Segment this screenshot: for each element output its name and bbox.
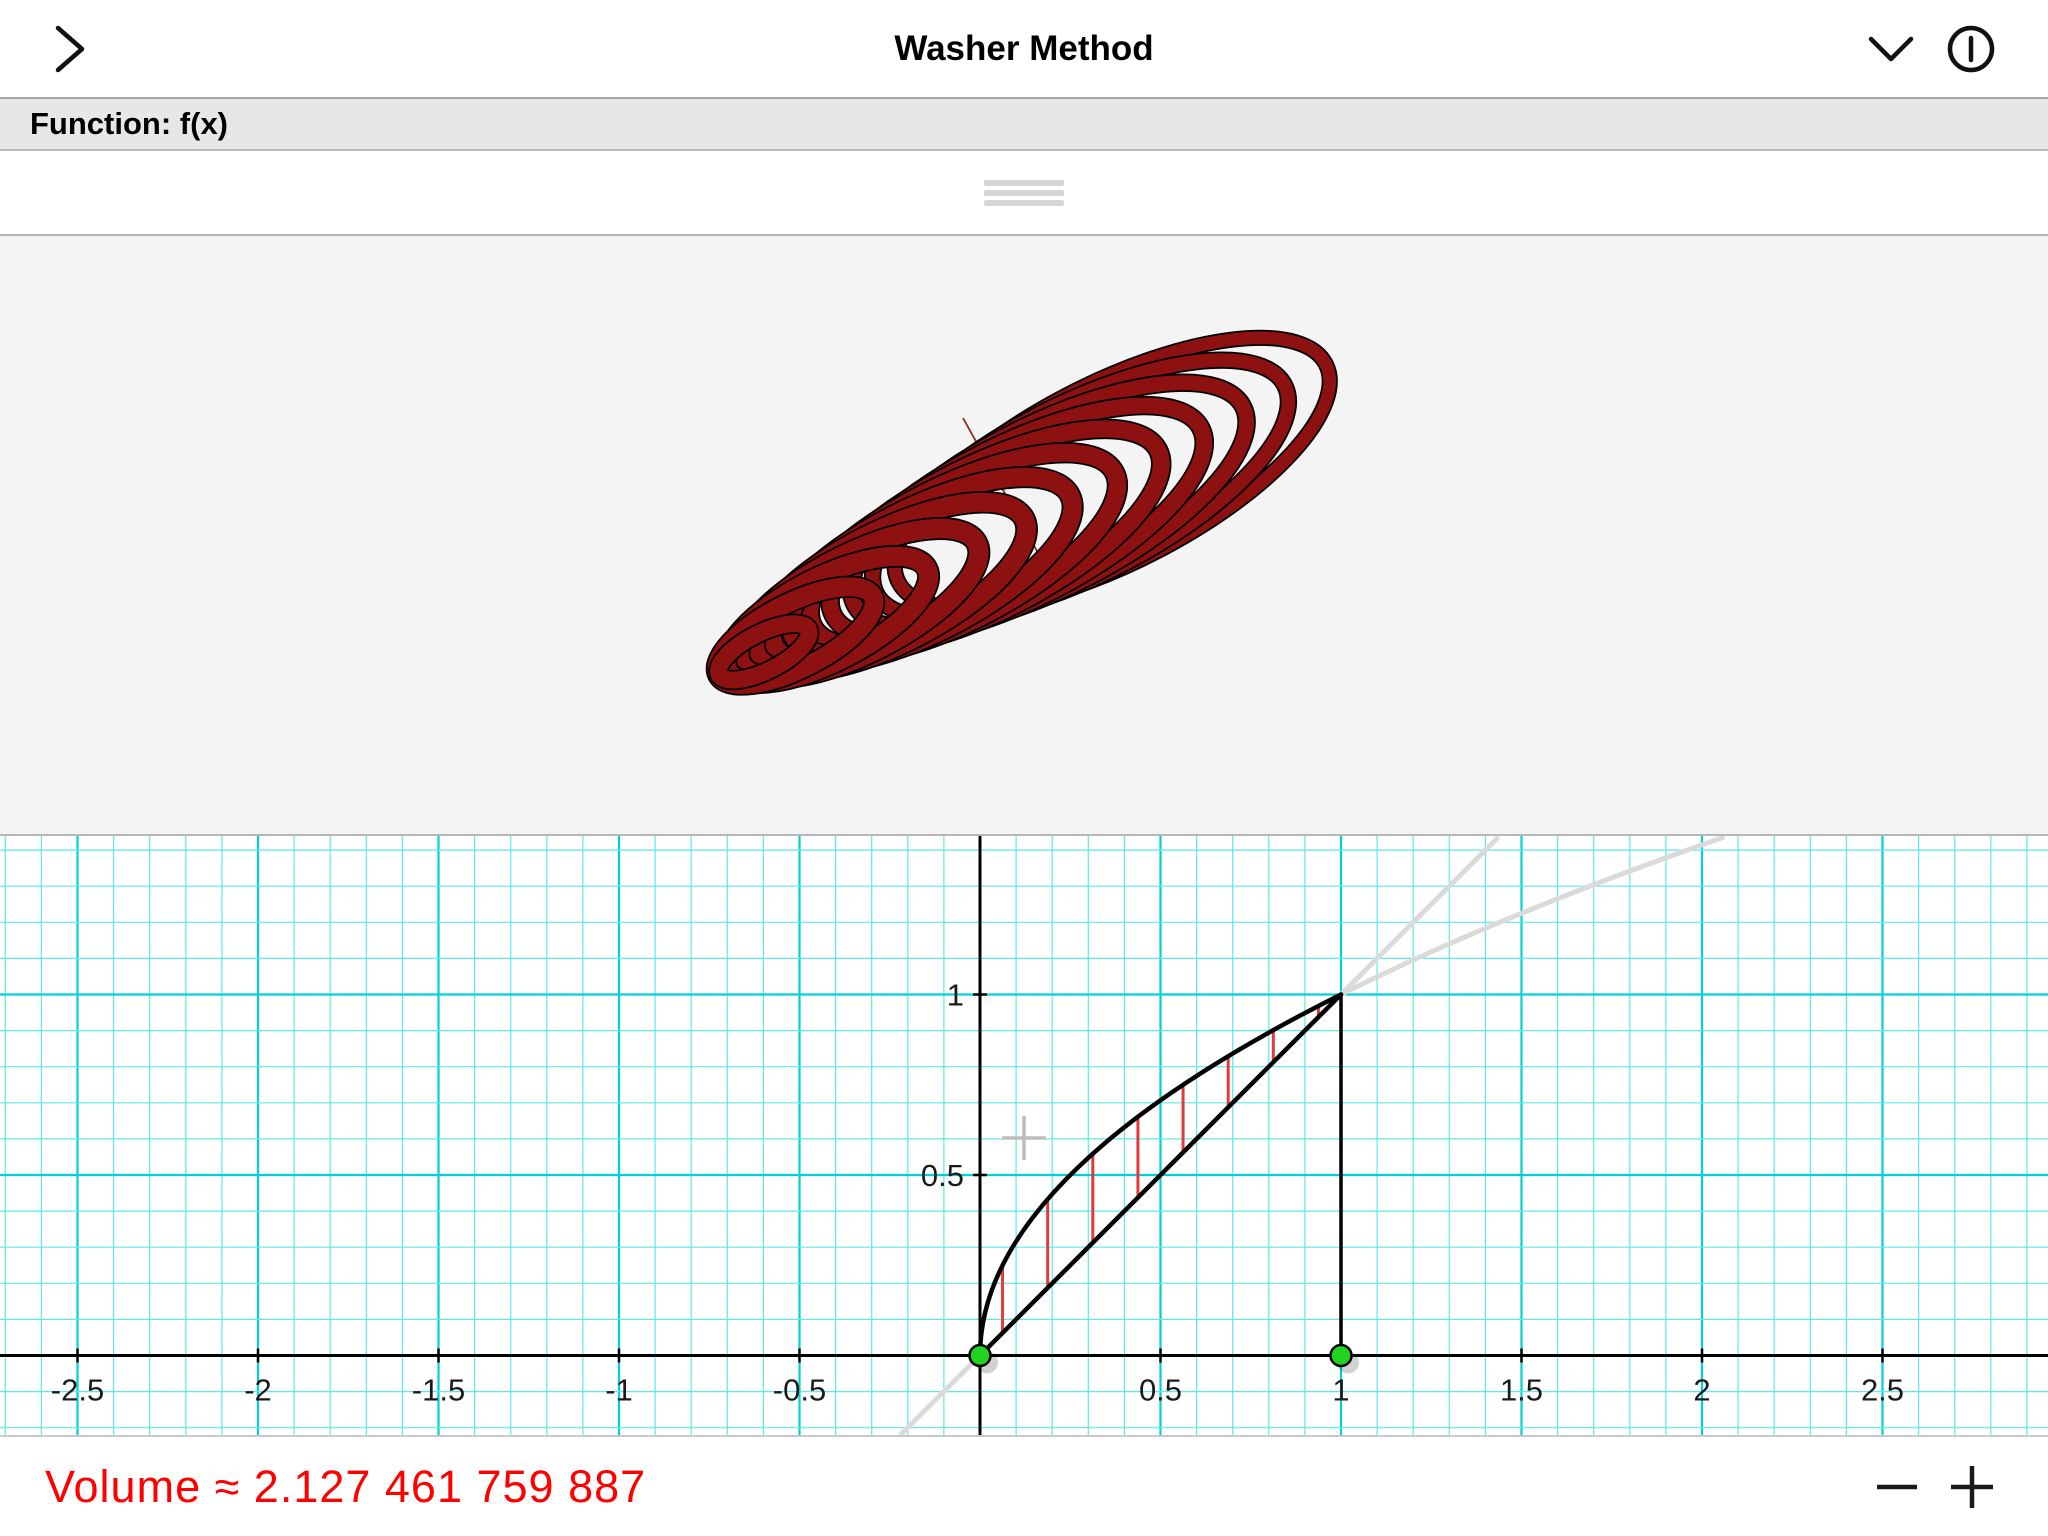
function-continuation-rays <box>898 836 1726 1435</box>
footer: Volume ≈ 2.127 461 759 887 <box>0 1435 2048 1536</box>
washer-rings <box>705 329 1338 696</box>
interval-endpoint-a[interactable] <box>968 1343 992 1368</box>
panel-resize-strip <box>0 151 2048 236</box>
drag-handle[interactable] <box>984 179 1064 206</box>
x-tick-label: -0.5 <box>773 1373 826 1408</box>
x-tick-label: -2.5 <box>51 1373 104 1408</box>
x-tick-label: 2.5 <box>1861 1373 1904 1408</box>
x-tick-label: -1.5 <box>412 1373 465 1408</box>
interval-endpoint-b[interactable] <box>1329 1343 1353 1368</box>
curve-g-line <box>977 992 1344 1358</box>
ray-f-continuation <box>1339 836 1726 997</box>
y-tick-label: 0.5 <box>921 1158 964 1193</box>
x-tick-label: -2 <box>244 1373 272 1408</box>
curve-f-sqrt <box>977 992 1344 1358</box>
chevron-right-icon <box>55 25 85 72</box>
collapse-panel-button[interactable] <box>1867 33 1915 65</box>
y-tick-label: 1 <box>947 978 964 1013</box>
x-tick-label: 1 <box>1332 1373 1349 1408</box>
zoom-out-button[interactable] <box>1875 1465 1919 1509</box>
header-actions <box>1867 23 1997 75</box>
x-tick-label: 2 <box>1693 1373 1710 1408</box>
function-panel-header[interactable]: Function: f(x) <box>0 99 2048 151</box>
zoom-in-button[interactable] <box>1949 1464 1995 1510</box>
x-tick-label: 1.5 <box>1500 1373 1543 1408</box>
header: Washer Method <box>0 0 2048 99</box>
x-tick-label: 0.5 <box>1139 1373 1182 1408</box>
curves <box>977 992 1344 1358</box>
function-panel-label: Function: f(x) <box>30 106 229 141</box>
washer-hatch-lines <box>1001 1005 1320 1333</box>
axis-ticks-and-labels: -2.5 -2 -1.5 -1 -0.5 0.5 1 1.5 2 2.5 0.5 1 <box>51 978 1904 1408</box>
minus-icon <box>1877 1484 1917 1489</box>
page-title: Washer Method <box>894 28 1154 68</box>
3d-view[interactable] <box>0 236 2048 836</box>
ray-g-negative <box>898 1353 982 1435</box>
2d-graph: -2.5 -2 -1.5 -1 -0.5 0.5 1 1.5 2 2.5 0.5 1 <box>0 836 2048 1435</box>
ray-g-continuation <box>1339 836 1501 997</box>
chevron-down-icon <box>1868 36 1914 61</box>
washer-ring <box>710 615 818 689</box>
2d-graph-view[interactable]: -2.5 -2 -1.5 -1 -0.5 0.5 1 1.5 2 2.5 0.5 1 <box>0 836 2048 1435</box>
info-circle-icon <box>1947 25 1995 72</box>
3d-washer-solid <box>705 329 1338 696</box>
info-button[interactable] <box>1945 23 1997 75</box>
plus-icon <box>1951 1465 1993 1508</box>
volume-readout: Volume ≈ 2.127 461 759 887 <box>45 1460 647 1512</box>
x-tick-label: -1 <box>605 1373 633 1408</box>
zoom-controls <box>1875 1464 1995 1510</box>
crosshair-cursor <box>1002 1116 1046 1160</box>
expand-sidebar-button[interactable] <box>48 19 92 79</box>
